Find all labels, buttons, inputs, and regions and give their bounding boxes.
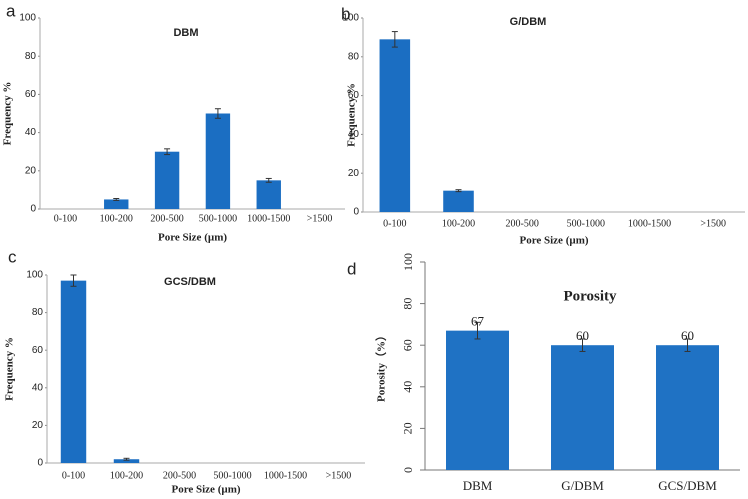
x-tick-label: 500-1000 — [213, 470, 251, 481]
bar — [256, 180, 281, 209]
x-tick-label: 100-200 — [100, 213, 133, 224]
x-tick-label: >1500 — [700, 218, 726, 229]
y-tick-label: 20 — [32, 420, 44, 431]
x-tick-label: 500-1000 — [567, 218, 605, 229]
y-axis-label: Porosity（%） — [375, 330, 388, 402]
y-tick-label: 100 — [26, 270, 43, 281]
y-tick-label: 40 — [401, 381, 415, 393]
x-tick-label: 1000-1500 — [628, 218, 671, 229]
x-tick-label: 500-1000 — [199, 213, 237, 224]
x-tick-label: 0-100 — [383, 218, 406, 229]
panel-label: a — [6, 1, 16, 20]
x-tick-label: DBM — [463, 478, 493, 493]
y-axis-label: Frequency % — [2, 82, 14, 146]
bar — [205, 113, 231, 209]
x-tick-label: 1000-1500 — [247, 213, 290, 224]
y-tick-label: 100 — [19, 13, 36, 24]
x-tick-label: 200-500 — [163, 470, 196, 481]
y-tick-label: 60 — [401, 339, 415, 351]
y-axis-label: Frequency % — [346, 83, 358, 147]
y-tick-label: 0 — [37, 458, 43, 469]
value-label: 60 — [576, 328, 589, 343]
panel: c GCS/DBM Frequency % Pore Size (µm) 0 20 40 60… — [4, 247, 365, 496]
bar — [113, 459, 140, 463]
chart-title: GCS/DBM — [164, 276, 216, 288]
y-tick-label: 20 — [348, 168, 360, 179]
panel-label: b — [341, 4, 350, 23]
panel-label: d — [347, 259, 356, 278]
value-label: 67 — [471, 314, 485, 329]
y-tick-label: 40 — [25, 127, 37, 138]
y-tick-label: 100 — [342, 13, 359, 24]
panel: a DBM Frequency % Pore Size (µm) 0 20 40 60 80 10… — [2, 1, 345, 244]
bar — [551, 345, 614, 470]
bar — [446, 330, 509, 470]
y-tick-label: 100 — [401, 253, 415, 271]
x-tick-label: >1500 — [326, 470, 352, 481]
chart-title: G/DBM — [510, 16, 547, 28]
bar — [154, 151, 180, 209]
x-axis-label: Pore Size (µm) — [519, 235, 588, 247]
y-tick-label: 20 — [401, 422, 415, 434]
x-tick-label: >1500 — [307, 213, 333, 224]
x-tick-label: G/DBM — [561, 478, 604, 493]
x-tick-label: 0-100 — [62, 470, 85, 481]
x-tick-label: 100-200 — [442, 218, 475, 229]
y-tick-label: 0 — [401, 467, 415, 473]
y-tick-label: 60 — [348, 90, 360, 101]
bar — [379, 39, 411, 213]
panel-label: c — [8, 247, 17, 266]
y-tick-label: 40 — [348, 129, 360, 140]
value-label: 60 — [681, 328, 694, 343]
panel: d Porosity Porosity（%） 0 20 40 60 80 100 DBM 67 G/D… — [347, 253, 740, 493]
y-tick-label: 0 — [353, 207, 359, 218]
x-axis-label: Pore Size (µm) — [158, 232, 227, 244]
y-tick-label: 60 — [25, 89, 37, 100]
x-axis-label: Pore Size (µm) — [171, 484, 240, 496]
y-tick-label: 0 — [30, 204, 36, 215]
x-tick-label: 100-200 — [110, 470, 143, 481]
x-tick-label: 200-500 — [150, 213, 183, 224]
y-tick-label: 80 — [32, 307, 44, 318]
chart-title: DBM — [173, 27, 198, 39]
y-tick-label: 80 — [25, 51, 37, 62]
bar — [104, 199, 129, 209]
panel: b G/DBM Frequency % Pore Size (µm) 0 20 40 60 80… — [341, 4, 745, 247]
y-tick-label: 40 — [32, 382, 44, 393]
x-tick-label: 0-100 — [54, 213, 77, 224]
chart-title: Porosity — [563, 288, 617, 304]
bar — [60, 280, 87, 463]
bar — [443, 190, 474, 212]
x-tick-label: GCS/DBM — [658, 478, 717, 493]
y-tick-label: 20 — [25, 165, 37, 176]
y-tick-label: 80 — [348, 51, 360, 62]
y-axis-label: Frequency % — [4, 337, 16, 401]
x-tick-label: 200-500 — [505, 218, 538, 229]
bar — [656, 345, 719, 470]
x-tick-label: 1000-1500 — [264, 470, 307, 481]
y-tick-label: 80 — [401, 298, 415, 310]
y-tick-label: 60 — [32, 345, 44, 356]
